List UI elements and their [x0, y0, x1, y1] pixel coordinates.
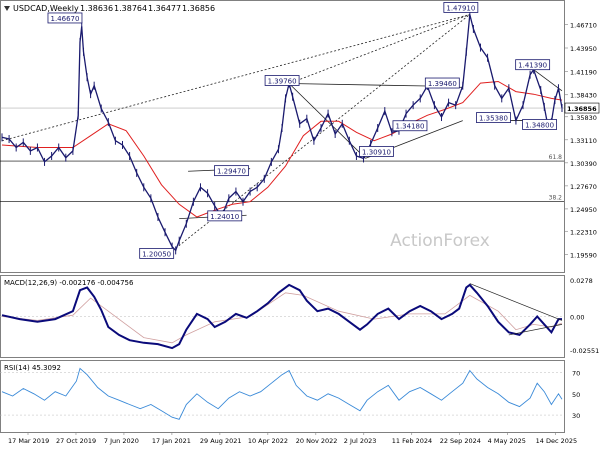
price-label: 1.41390 [518, 62, 547, 70]
price-header: USDCAD,Weekly 1.38636 1.38764 1.36477 1.… [4, 4, 215, 13]
rsi-title: RSI(14) 45.3092 [4, 364, 61, 372]
x-axis-label: 22 Sep 2024 [440, 437, 481, 445]
macd-axis-label: 0.0278 [570, 277, 593, 285]
price-label-box [359, 146, 394, 157]
price-axis-label: 1.33110 [570, 137, 597, 145]
fib-level-label: 61.8 [549, 154, 563, 161]
macd-line [1, 283, 562, 350]
x-axis-label: 20 Nov 2022 [296, 437, 338, 445]
x-axis-label: 10 Apr 2022 [248, 437, 288, 445]
price-label: 1.35380 [479, 115, 508, 123]
price-axis-label: 1.35830 [570, 114, 597, 122]
macd-trendline [508, 324, 563, 336]
macd-axis-label: 0.00 [570, 314, 584, 322]
price-label: 1.39460 [428, 80, 457, 88]
ohlc-open: 1.38636 [80, 4, 113, 13]
macd-layer [0, 283, 564, 350]
rsi-header: RSI(14) 45.3092 [4, 364, 61, 372]
price-axis-label: 1.46710 [570, 22, 597, 30]
rsi-axis-label: 30 [572, 412, 580, 420]
price-label-box [443, 2, 479, 13]
price-axis-label: 1.27670 [570, 183, 597, 191]
price-label: 1.24010 [210, 213, 239, 221]
price-label-box [392, 120, 428, 132]
x-axis-label: 17 Mar 2019 [8, 437, 49, 445]
price-label: 1.30910 [362, 148, 391, 156]
price-label-box [515, 59, 551, 71]
price-layer: 61.8 38.2 1.46670 1.47910 1.39760 1.39460 1.41… [0, 2, 564, 259]
trendline [533, 69, 563, 92]
trendline [1, 14, 470, 142]
header-arrow-icon [4, 6, 10, 11]
trendline [175, 14, 471, 249]
x-axis-label: 29 Aug 2021 [200, 437, 242, 445]
macd-trendline [469, 283, 563, 321]
price-label-box [476, 112, 511, 123]
rsi-layer [0, 367, 564, 420]
price-axis-label: 1.24950 [570, 206, 597, 214]
moving-average-line [1, 80, 563, 218]
trendline [289, 83, 428, 87]
price-label-box [214, 165, 249, 177]
x-axis-label: 14 Dec 2025 [536, 437, 578, 445]
price-axis-label: 1.19590 [570, 251, 597, 259]
rsi-panel-frame [0, 360, 565, 433]
last-price-tag [564, 102, 600, 114]
x-axis-label: 2 Jul 2023 [344, 437, 377, 445]
price-label-box [207, 210, 243, 222]
ohlc-close: 1.36856 [182, 4, 215, 13]
ohlc-high: 1.38764 [114, 4, 147, 13]
price-label-box [264, 75, 300, 86]
trendline [288, 83, 366, 159]
fib-level-label: 38.2 [549, 195, 563, 202]
price-label: 1.46670 [50, 15, 79, 23]
macd-title: MACD(12,26,9) -0.002176 -0.004756 [4, 279, 134, 287]
price-label: 1.20050 [142, 250, 171, 258]
x-axis-label: 27 Oct 2019 [56, 437, 96, 445]
price-series-line [1, 14, 563, 252]
ohlc-low: 1.36477 [148, 4, 181, 13]
price-label-box [424, 77, 460, 89]
price-axis-label: 1.30390 [570, 160, 597, 168]
symbol-label: USDCAD,Weekly [13, 4, 79, 13]
last-price-value: 1.36856 [567, 105, 597, 113]
x-axis-label: 11 Feb 2024 [392, 437, 432, 445]
trendline [288, 14, 470, 84]
axis-layer: 1.46710 1.43950 1.41190 1.38430 1.35830 1.331… [8, 22, 600, 445]
watermark: ActionForex [390, 231, 490, 251]
price-panel-frame [0, 0, 565, 273]
price-axis-label: 1.43950 [570, 45, 597, 53]
rsi-line [1, 367, 563, 420]
price-axis-label: 1.41190 [570, 68, 597, 76]
x-axis-label: 7 Jun 2020 [104, 437, 139, 445]
rsi-axis-label: 70 [572, 370, 580, 378]
price-label: 1.34800 [525, 121, 554, 129]
x-axis-label: 17 Jan 2021 [152, 437, 191, 445]
price-label: 1.47910 [446, 4, 475, 12]
price-label-box [139, 248, 175, 259]
price-axis-label: 1.22310 [570, 228, 597, 236]
price-label-box [47, 12, 83, 24]
price-label: 1.39760 [268, 77, 297, 85]
price-axis-label: 1.38430 [570, 92, 597, 100]
price-label: 1.29470 [217, 168, 246, 176]
macd-header: MACD(12,26,9) -0.002176 -0.004756 [4, 279, 134, 287]
macd-axis-label: -0.025511 [570, 347, 600, 355]
x-axis-label: 4 May 2025 [488, 437, 526, 445]
price-label-box [522, 119, 557, 130]
price-label: 1.34180 [395, 123, 424, 131]
rsi-axis-label: 50 [572, 391, 580, 399]
macd-signal-line [1, 292, 563, 344]
